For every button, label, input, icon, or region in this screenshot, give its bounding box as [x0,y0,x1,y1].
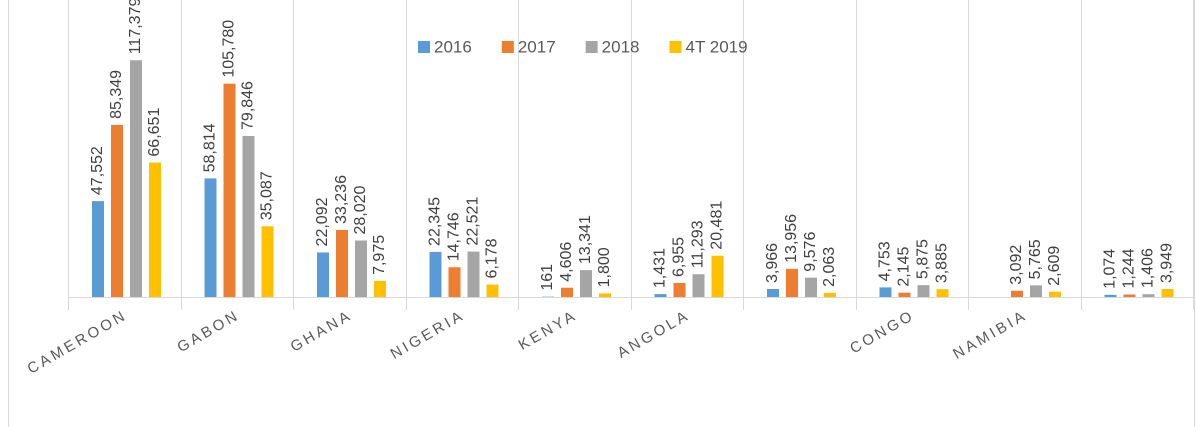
data-label: 2,609 [1046,246,1063,286]
x-tick-label: NAMIBIA [950,307,1030,363]
data-label: 1,406 [1140,248,1157,288]
data-label: 13,341 [577,215,594,264]
legend-label: 2016 [434,37,472,56]
x-tick-label: CAMEROON [24,307,130,378]
legend-label: 2018 [602,37,640,56]
bar [111,124,123,297]
data-label: 66,651 [146,108,163,157]
bar [599,293,611,297]
legend-label: 2017 [518,37,556,56]
bar [92,201,104,297]
data-label: 4,753 [877,241,894,281]
bar [767,289,779,297]
data-label: 6,955 [671,237,688,277]
data-label: 3,092 [1008,245,1025,285]
data-label: 35,087 [259,171,276,220]
data-label: 4,606 [558,242,575,282]
bar [1142,294,1155,297]
bar [1030,285,1042,297]
data-label: 14,746 [446,212,463,261]
chart-border [8,0,1195,427]
bar [1161,289,1174,297]
data-label: 28,020 [352,185,369,234]
data-label: 13,956 [783,214,800,263]
data-label: 117,379 [127,0,144,54]
data-label: 7,975 [371,235,388,275]
bar [805,277,817,297]
legend-label: 4T 2019 [685,37,747,56]
data-label: 47,552 [89,146,106,195]
bar [429,251,442,297]
bar [242,135,255,297]
bar [1123,294,1136,297]
data-label: 2,063 [821,247,838,287]
data-label: 11,293 [690,220,707,268]
x-tick-label: NIGERIA [388,307,468,363]
bar [654,294,667,297]
data-label: 6,178 [484,238,501,278]
legend-swatch [501,41,514,53]
x-tick-label: ANGOLA [615,307,693,362]
data-label: 22,345 [427,197,444,246]
data-label: 105,780 [221,20,238,78]
x-tick-label: CONGO [847,307,918,358]
bar [898,292,911,297]
data-label: 9,576 [802,232,819,272]
bar [204,178,217,297]
data-label: 1,074 [1102,249,1119,289]
data-label: 33,236 [333,175,350,224]
bar [692,274,705,297]
data-label: 161 [539,264,556,291]
data-label: 22,092 [314,197,331,246]
x-tick-label: KENYA [516,307,581,354]
bar [936,289,949,297]
bar [448,267,461,297]
bar [1104,294,1117,297]
data-label: 1,800 [596,247,613,287]
x-tick-label: GABON [174,307,242,356]
bar [879,287,892,297]
data-label: 79,846 [240,81,257,130]
bar [673,282,686,297]
bar [374,280,386,297]
data-label: 85,349 [108,70,125,119]
bar [130,60,142,298]
data-label: 22,521 [465,197,482,246]
bar [261,226,274,297]
bar [917,285,930,297]
bar [1011,290,1023,297]
x-tick-label: GHANA [288,307,356,356]
data-label: 5,875 [915,239,932,279]
bar [786,268,798,297]
bar [149,162,161,297]
data-label: 1,244 [1121,248,1138,288]
bar [561,287,573,297]
legend-swatch [585,41,598,53]
legend-swatch [669,41,682,53]
bar [467,251,480,297]
bar [223,83,236,297]
data-label: 3,885 [934,243,951,283]
bar [1049,291,1061,297]
data-label: 1,431 [652,248,669,288]
legend-swatch [418,41,430,53]
bar [355,240,367,297]
data-label: 2,145 [896,247,913,287]
bar [824,292,836,297]
bar [486,284,499,297]
data-label: 58,814 [202,123,219,172]
data-label: 3,966 [764,243,781,283]
bar [580,270,592,297]
bar [317,252,329,297]
bar [711,255,724,297]
bar [336,229,348,297]
data-label: 3,949 [1159,243,1176,283]
data-label: 20,481 [709,201,726,250]
data-label: 5,765 [1027,239,1044,279]
